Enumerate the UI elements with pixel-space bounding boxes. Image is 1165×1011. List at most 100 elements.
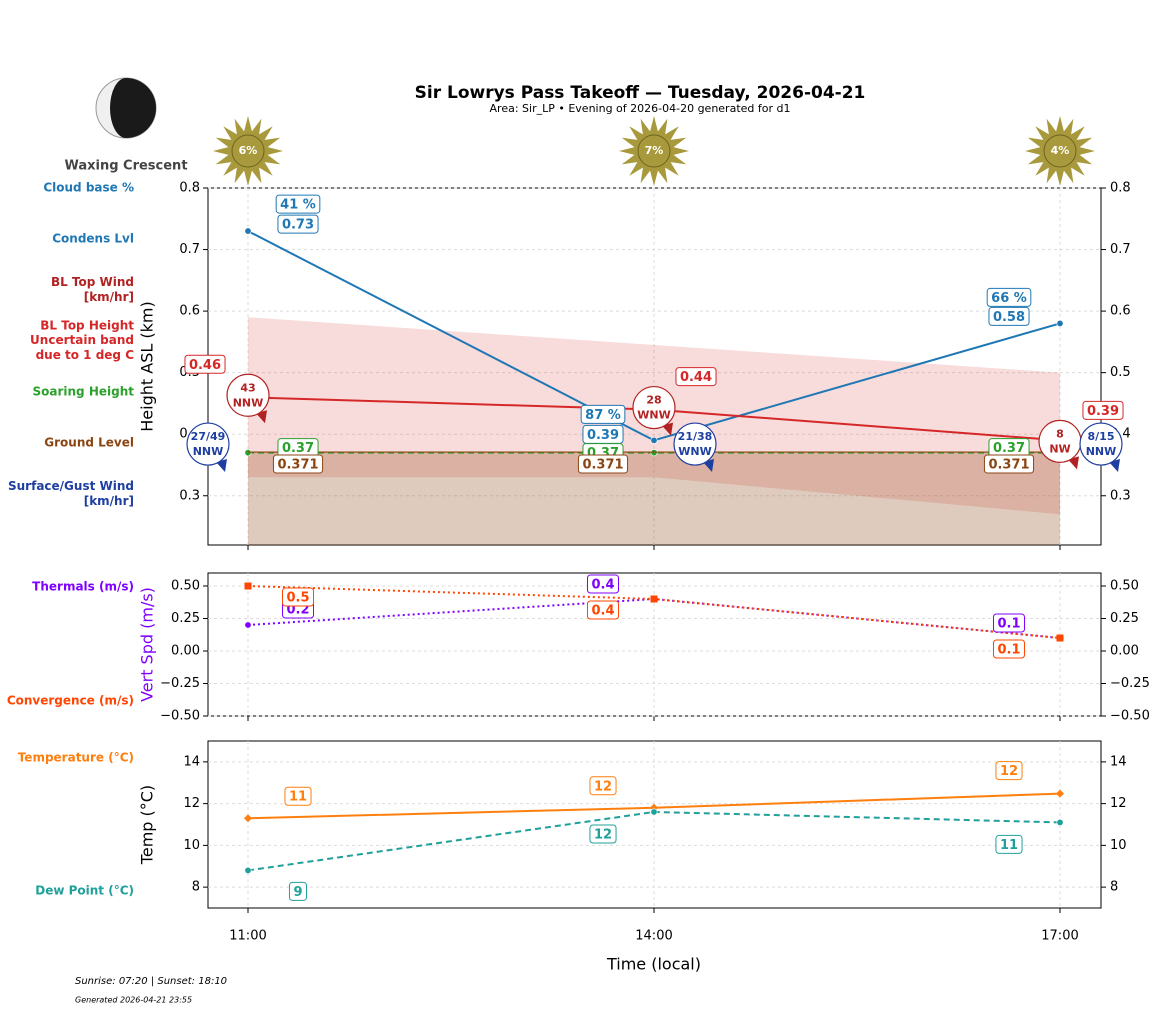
value-label: 0.1: [997, 617, 1020, 632]
value-label-box: [995, 761, 1023, 781]
value-label-box: [272, 454, 324, 474]
sun-label: 7%: [645, 144, 664, 157]
y2-tick-label: 0.6: [1110, 304, 1131, 319]
y2-tick-label: 10: [1110, 838, 1127, 853]
y2-tick-label: 14: [1110, 754, 1127, 769]
legend-label: Uncertain band due to 1 deg C: [30, 333, 134, 362]
point: [650, 436, 658, 444]
chart-subtitle: Area: Sir_LP • Evening of 2026-04-20 gen…: [490, 102, 791, 115]
value-label: 0.73: [282, 218, 314, 233]
legend-label: Convergence (m/s): [6, 693, 134, 708]
point: [1056, 319, 1064, 327]
value-label-box: [586, 600, 620, 620]
legend-label: Ground Level: [44, 435, 134, 450]
legend-label: BL Top Height: [40, 318, 134, 333]
y2-tick-label: 0.25: [1110, 611, 1139, 626]
sun-times: Sunrise: 07:20 | Sunset: 18:10: [75, 976, 227, 987]
value-label-box: [184, 354, 226, 374]
moon-icon: [95, 77, 157, 139]
point: [1056, 818, 1064, 826]
value-label-box: [275, 194, 321, 214]
y-tick-label: −0.25: [160, 676, 200, 691]
value-label: 12: [1000, 764, 1018, 779]
value-label: 0.58: [993, 310, 1025, 325]
plot-area: [207, 187, 1102, 546]
value-label-box: [995, 834, 1023, 854]
point: [244, 621, 252, 629]
point: [650, 595, 658, 603]
value-label-box: [288, 881, 308, 901]
x-tick-label: 11:00: [229, 929, 266, 944]
value-label-box: [589, 824, 617, 844]
wind-direction: WNW: [637, 409, 670, 422]
value-label-box: [277, 214, 319, 234]
wind-speed: 8: [1056, 427, 1064, 440]
x-tick-label: 17:00: [1041, 929, 1078, 944]
point: [244, 866, 252, 874]
generated-note: Generated 2026-04-21 23:55: [75, 996, 192, 1005]
y-tick-label: −0.50: [160, 709, 200, 724]
value-label-box: [586, 574, 620, 594]
value-label: 66 %: [991, 291, 1027, 306]
y-tick-label: 0.00: [171, 644, 200, 659]
y2-tick-label: 0.7: [1110, 242, 1131, 257]
y-axis-label: Height ASL (km): [138, 301, 157, 431]
sun-label: 4%: [1051, 144, 1070, 157]
point: [650, 808, 658, 816]
point: [244, 582, 252, 590]
sun-icon: [1043, 134, 1077, 168]
value-label-box: [284, 786, 312, 806]
sun-label: 6%: [239, 144, 258, 157]
wind-circle: [673, 422, 717, 466]
y-tick-label: 8: [192, 880, 200, 895]
wind-speed: 8/15: [1088, 430, 1115, 443]
legend-label: Thermals (m/s): [32, 579, 134, 594]
wind-circle: [1079, 422, 1123, 466]
value-label: 11: [289, 790, 307, 805]
y-tick-label: 0.8: [179, 181, 200, 196]
wind-direction: NNW: [233, 396, 264, 409]
legend-label: Surface/Gust Wind [km/hr]: [8, 479, 134, 508]
moon-phase: Waxing Crescent: [64, 159, 187, 174]
value-label: 0.39: [587, 428, 619, 443]
y-tick-label: 12: [183, 796, 200, 811]
wind-direction: NNW: [1086, 445, 1117, 458]
value-label-box: [580, 404, 626, 424]
y2-tick-label: 0.00: [1110, 644, 1139, 659]
value-label: 0.37: [282, 441, 314, 456]
y-tick-label: 0.7: [179, 242, 200, 257]
value-label-box: [992, 639, 1026, 659]
y-tick-label: 0.3: [179, 488, 200, 503]
wind-speed: 43: [240, 381, 255, 394]
value-label: 0.46: [189, 358, 221, 373]
wind-circle: [186, 422, 230, 466]
point: [650, 449, 658, 457]
value-label: 0.39: [1087, 404, 1119, 419]
y-tick-label: 0.6: [179, 304, 200, 319]
value-label-box: [589, 776, 617, 796]
wind-speed: 28: [646, 394, 661, 407]
value-label: 0.44: [680, 370, 712, 385]
legend-label: Dew Point (°C): [35, 883, 134, 898]
wind-speed: 27/49: [191, 430, 226, 443]
value-label: 12: [594, 827, 612, 842]
value-label: 87 %: [585, 408, 621, 423]
value-label: 0.371: [988, 458, 1029, 473]
value-label: 9: [293, 885, 302, 900]
point: [244, 227, 252, 235]
value-label: 0.4: [591, 578, 614, 593]
value-label: 0.37: [993, 441, 1025, 456]
value-label-box: [988, 306, 1030, 326]
y-tick-label: 14: [183, 754, 200, 769]
point: [1056, 789, 1064, 798]
x-axis-label: Time (local): [606, 955, 701, 974]
wind-circle: [632, 385, 676, 430]
value-label: 41 %: [280, 198, 316, 213]
legend-label: Temperature (°C): [17, 750, 134, 765]
legend-label: Condens Lvl: [52, 231, 134, 246]
value-label-box: [986, 287, 1032, 307]
value-label-box: [1082, 400, 1124, 420]
sun-icon: [637, 134, 671, 168]
legend-label: Soaring Height: [32, 384, 135, 399]
